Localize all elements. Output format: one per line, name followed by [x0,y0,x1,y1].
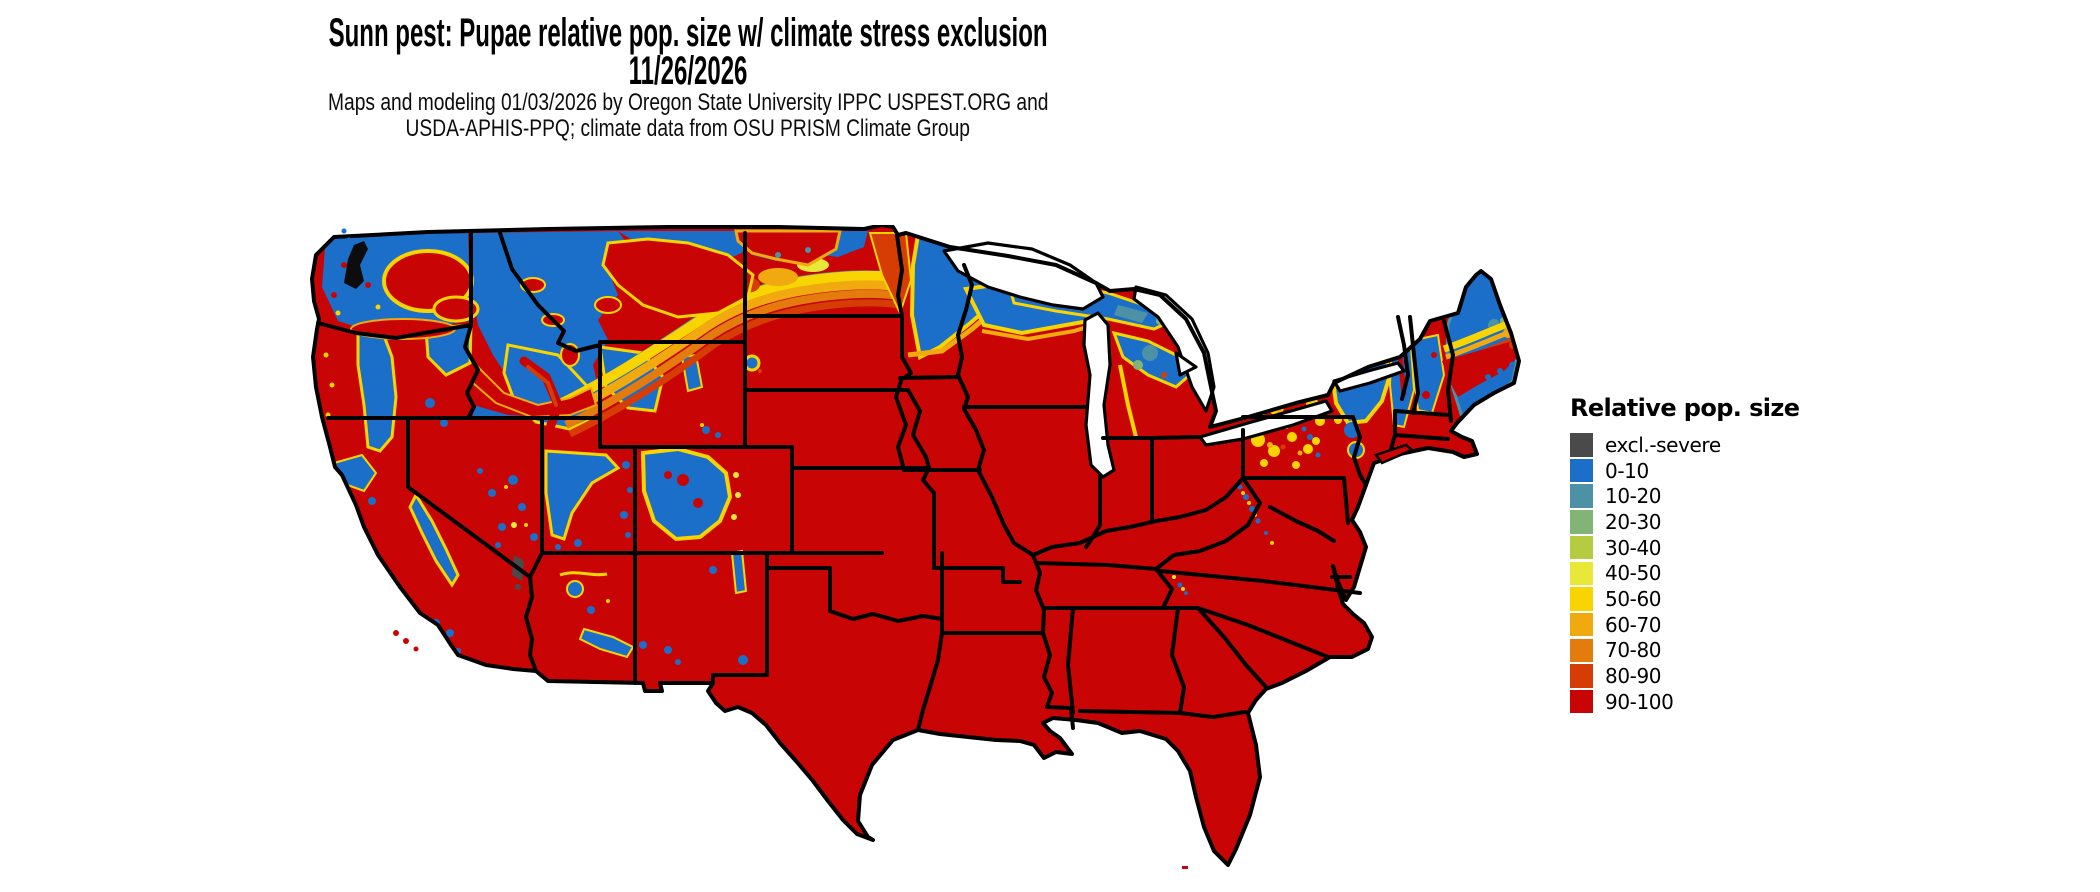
legend-swatch-b10 [1570,484,1593,508]
legend-label: 30-40 [1605,535,1662,560]
mi-verm-dot [1161,372,1167,378]
long-island [1373,443,1415,465]
legend-label: 40-50 [1605,561,1662,586]
legend-item: 0-10 [1570,458,1810,484]
kaibab-low [566,580,584,598]
legend-swatch-b40 [1570,561,1593,586]
co-park-high-1 [677,474,689,486]
san-juan-island [341,228,347,234]
legend-swatch-b0 [1570,458,1593,483]
puget-sound [344,241,368,289]
legend-items: excl.-severe 0-10 10-20 20-30 30-40 40-50 50-6… [1570,432,1810,715]
florida-keys [1182,866,1224,881]
region-emontana-high [734,229,842,267]
legend-swatch-excl [1570,433,1593,457]
mi-shore-yellow [1118,364,1138,438]
legend-swatch-b50 [1570,587,1593,611]
legend-swatch-b20 [1570,510,1593,534]
region-columbia-lobe-high [432,295,480,323]
mi-teal-patch [1142,345,1158,361]
legend-title: Relative pop. size [1570,394,1800,422]
legend-label: 0-10 [1605,458,1649,483]
state-borders [316,231,1455,732]
lake-ontario [1332,361,1406,393]
legend-label: 90-100 [1605,689,1674,714]
legend-swatch-b60 [1570,612,1593,637]
region-maine-south-high [1442,341,1519,397]
grand-canyon-yellow [559,571,608,577]
region-sierra-low [408,491,460,588]
conus-outline [310,223,1521,867]
subtitle-line1: Maps and modeling 01/03/2026 by Oregon S… [327,89,1049,116]
legend-label: 60-70 [1605,612,1662,637]
legend-item: 50-60 [1570,586,1810,612]
mi-green-patch [1133,360,1143,370]
us-choropleth-map [308,223,1523,881]
idaho-valley-verm [526,365,558,407]
western-speckles [323,247,811,665]
legend-item: 40-50 [1570,560,1810,586]
lake-huron [1132,285,1216,413]
band-amber [560,280,899,420]
band-orange [564,289,899,429]
co-park-high-3 [664,471,672,479]
legend-label: 50-60 [1605,586,1662,611]
lake-superior [942,241,1105,311]
saginaw-bay [1174,351,1198,377]
nh-valley-high-2 [1431,352,1437,358]
band-blob-amber [758,268,798,286]
subtitle-line2: USDA-APHIS-PPQ; climate data from OSU PR… [405,114,971,142]
legend-swatch-b30 [1570,535,1593,560]
page-title-line1: Sunn pest: Pupae relative pop. size w/ c… [328,11,1048,55]
legend-item: 30-40 [1570,535,1810,561]
figure-header: Sunn pest: Pupae relative pop. size w/ c… [0,11,1376,93]
figure-subtitle: Maps and modeling 01/03/2026 by Oregon S… [0,90,1376,141]
vancouver-strait-island [346,237,352,243]
legend-item: 10-20 [1570,483,1810,509]
up-teal-patch [1114,305,1148,323]
legend-item: 60-70 [1570,612,1810,638]
legend-label: 70-80 [1605,638,1662,663]
appalachian-speckles [1172,484,1274,595]
region-colorado-rockies-low [640,446,733,542]
legend-item: excl.-severe [1570,432,1810,458]
channel-islands [393,630,419,652]
page-title-line2: 11/26/2026 [628,49,748,93]
great-lakes [942,241,1406,479]
region-montana-high [601,237,755,319]
legend-label: 80-90 [1605,664,1662,689]
legend-item: 70-80 [1570,638,1810,664]
legend-label: 10-20 [1605,484,1662,509]
legend: Relative pop. size excl.-severe 0-10 10-20… [1570,394,1810,715]
blackhills-low [743,354,761,372]
legend-item: 80-90 [1570,663,1810,689]
region-snake-plain-high [471,365,598,419]
excl-dot [515,584,521,590]
region-mogollon-low [578,627,635,659]
nh-valley-high-1 [1422,391,1430,399]
legend-swatch-b90 [1570,689,1593,714]
mt-valley-high-4 [594,296,622,314]
region-utah-wasatch-low [544,449,621,541]
tughill-low [1314,367,1330,383]
co-park-high-2 [693,498,703,508]
legend-item: 90-100 [1570,689,1810,715]
legend-swatch-b70 [1570,638,1593,663]
legend-label: 20-30 [1605,509,1662,534]
legend-label: excl.-severe [1605,432,1721,457]
legend-item: 20-30 [1570,509,1810,535]
legend-swatch-b80 [1570,664,1593,688]
us-map-svg [310,223,1521,881]
